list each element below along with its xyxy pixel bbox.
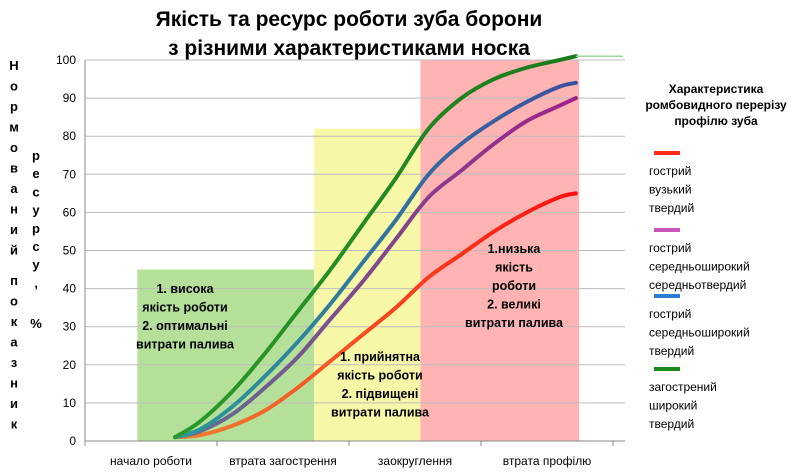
chart-title-line-2: з різними характеристиками носка [168, 37, 530, 60]
zone-label-line: якість роботи [142, 301, 227, 315]
series-line-2 [173, 96, 578, 440]
x-tick-label: начало роботи [110, 454, 192, 468]
y-tick-label: 0 [69, 434, 76, 448]
legend-title-line: ромбовидного перерізу [645, 98, 787, 112]
y-label-char: у [32, 203, 40, 218]
y-label-char: с [32, 239, 39, 254]
legend-entry-line: середньоширокий [649, 260, 750, 274]
series-line-1 [173, 191, 578, 440]
x-tick-label: втрата загострення [229, 454, 337, 468]
chart-title-line-1: Якість та ресурс роботи зуба борони [156, 8, 543, 31]
y-label-char: р [10, 99, 18, 114]
y-label-char: и [10, 396, 18, 411]
legend-entry-line: середньотвердий [649, 278, 746, 292]
y-label-char: е [32, 166, 39, 181]
zone-2 [314, 128, 421, 441]
y-label-char: м [9, 120, 19, 135]
y-label-char: а [10, 335, 18, 350]
legend-entry-line: широкий [649, 399, 697, 413]
y-tick-label: 90 [63, 91, 77, 105]
y-tick-label: 30 [63, 320, 77, 334]
y-label-char: в [10, 161, 18, 176]
zone-label-line: витрати палива [136, 338, 235, 352]
y-tick-label: 100 [56, 53, 76, 67]
x-tick-label: заокруглення [378, 454, 452, 468]
zone-label-line: 2. підвищені [342, 387, 419, 401]
y-tick-label: 70 [63, 167, 77, 181]
series-lines [173, 54, 623, 440]
y-label-char: и [10, 222, 18, 237]
legend: Характеристика ромбовидного перерізу профі… [645, 82, 787, 431]
y-label-char: к [11, 314, 18, 329]
legend-entry-line: гострий [649, 241, 691, 255]
zone-label-line: якість роботи [337, 369, 422, 383]
legend-entry-line: середньоширокий [649, 326, 750, 340]
zone-label-line: 2. великі [487, 298, 541, 312]
y-label-char: Н [9, 58, 18, 73]
y-tick-label: 20 [63, 358, 77, 372]
y-label-char: й [10, 243, 18, 258]
legend-entry-line: гострий [649, 307, 691, 321]
legend-entry-line: вузький [649, 183, 692, 197]
y-label-char: к [11, 417, 18, 432]
y-label-char: у [32, 257, 40, 272]
y-label-char: р [32, 221, 40, 236]
y-label-char: с [32, 184, 39, 199]
zone-label-line: 1.низька [488, 242, 542, 256]
axes: 0 10 20 30 40 50 60 70 80 90 100 начало роботи втрат… [56, 53, 625, 468]
y-label-char: о [10, 79, 18, 94]
x-tick-label: втрата профілю [503, 454, 591, 468]
legend-entry-line: гострий [649, 164, 691, 178]
legend-entry-line: загострений [649, 380, 717, 394]
y-tick-label: 10 [63, 396, 77, 410]
y-label-char: о [10, 294, 18, 309]
y-tick-label: 80 [63, 129, 77, 143]
y-tick-label: 60 [63, 205, 77, 219]
series-line-4 [173, 54, 578, 440]
y-label-char: , [34, 275, 38, 290]
y-label-char: % [30, 316, 42, 331]
series-line-3 [173, 80, 578, 440]
y-tick-label: 50 [63, 244, 77, 258]
y-label-char: а [10, 181, 18, 196]
legend-entry-line: твердий [649, 417, 694, 431]
legend-entry-line: твердий [649, 344, 694, 358]
legend-title-line: профілю зуба [674, 114, 758, 128]
zone-label-line: 1. висока [156, 282, 214, 296]
zone-label-line: якість [495, 261, 533, 275]
zone-label-line: витрати палива [465, 316, 564, 330]
y-label-char: н [10, 376, 18, 391]
zone-label-line: витрати палива [331, 406, 430, 420]
y-tick-label: 40 [63, 282, 77, 296]
zone-label-line: 1. прийнятна [340, 350, 421, 364]
legend-entry-line: твердий [649, 201, 694, 215]
y-label-char: з [11, 355, 18, 370]
y-label-char: р [32, 148, 40, 163]
y-label-char: н [10, 202, 18, 217]
zone-label-line: роботи [492, 279, 536, 293]
zone-labels: 1. висока якість роботи 2. оптимальні витра… [136, 242, 564, 420]
legend-title-line: Характеристика [669, 82, 764, 96]
zone-label-line: 2. оптимальні [142, 319, 228, 333]
y-label-char: о [10, 140, 18, 155]
chart-title: Якість та ресурс роботи зуба борони з різ… [156, 8, 543, 60]
y-label-char: п [10, 273, 18, 288]
